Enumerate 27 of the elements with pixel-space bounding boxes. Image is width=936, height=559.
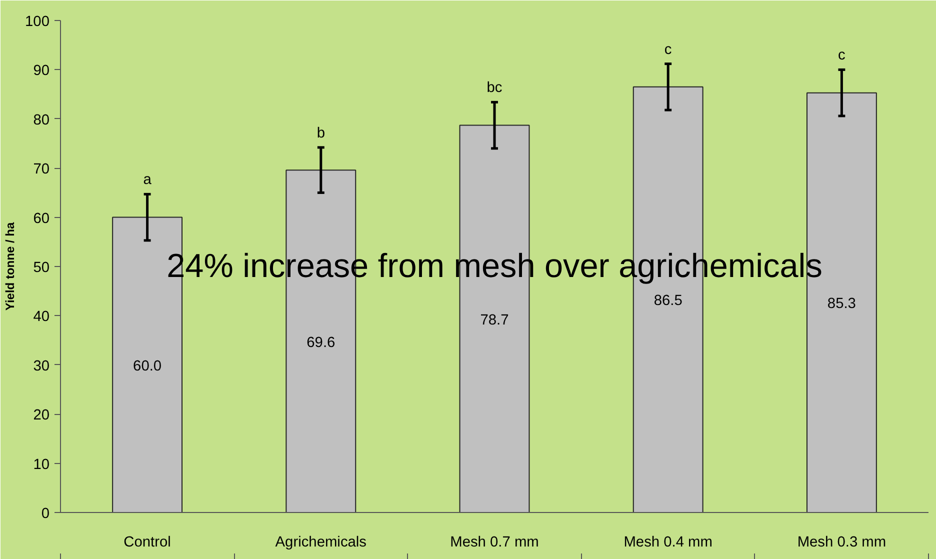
y-tick-label: 30	[33, 358, 50, 374]
data-label: 78.7	[480, 312, 509, 328]
y-axis-title: Yield tonne / ha	[3, 222, 18, 311]
y-tick-label: 0	[41, 506, 50, 522]
y-tick-label: 60	[33, 210, 50, 227]
x-tick-label: Agrichemicals	[275, 534, 367, 550]
annotation: b	[316, 125, 325, 142]
data-label: 69.6	[306, 334, 336, 351]
annotation: bc	[486, 80, 502, 96]
y-tick-label: 50	[33, 260, 50, 276]
data-label: 60.0	[133, 358, 162, 374]
x-tick-label: Mesh 0.4 mm	[624, 534, 712, 550]
annotation: c	[664, 42, 672, 58]
y-tick-label: 80	[33, 112, 50, 128]
y-tick-label: 90	[33, 63, 50, 80]
y-tick-label: 10	[33, 456, 50, 473]
annotation: a	[143, 172, 152, 188]
x-tick-label: Mesh 0.7 mm	[450, 534, 539, 550]
x-tick-label: Mesh 0.3 mm	[797, 534, 886, 550]
y-tick-label: 40	[33, 309, 50, 326]
data-label: 85.3	[827, 296, 856, 312]
x-tick-label: Control	[124, 534, 171, 550]
data-label: 86.5	[654, 293, 682, 310]
y-tick-label: 100	[25, 14, 50, 30]
annotation: c	[838, 48, 846, 64]
y-tick-label: 20	[33, 408, 50, 424]
y-tick-label: 70	[33, 162, 50, 178]
